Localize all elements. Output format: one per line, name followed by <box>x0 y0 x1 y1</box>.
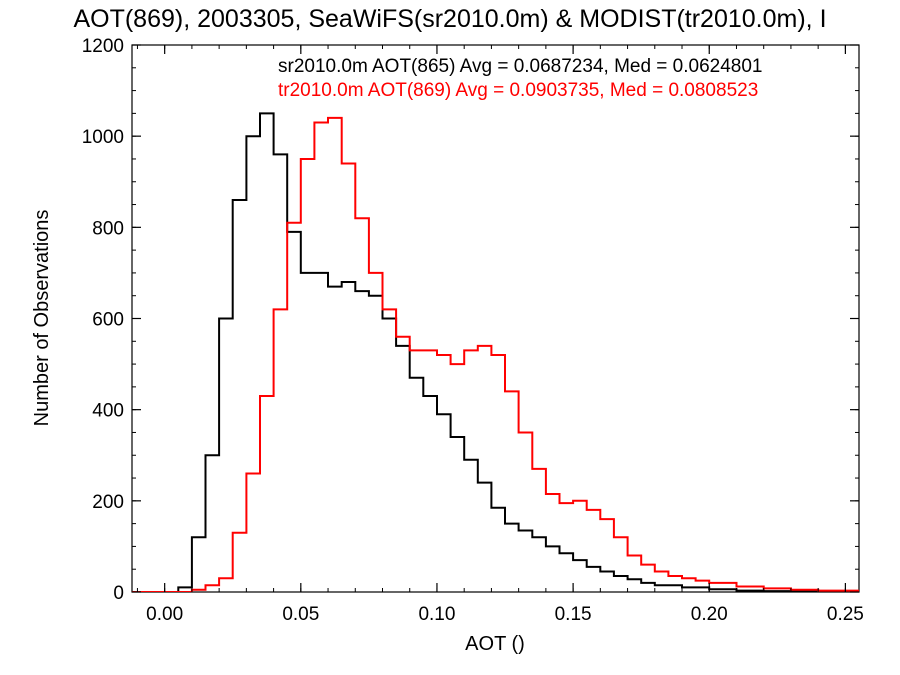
x-tick-label: 0.20 <box>691 604 728 625</box>
legend-entry-black: sr2010.0m AOT(865) Avg = 0.0687234, Med … <box>278 56 763 77</box>
x-tick-label: 0.15 <box>555 604 592 625</box>
x-tick-label: 0.25 <box>827 604 864 625</box>
y-tick-label: 1200 <box>82 36 124 57</box>
chart-title: AOT(869), 2003305, SeaWiFS(sr2010.0m) & … <box>73 5 826 33</box>
series-line-black <box>132 112 859 592</box>
plot-frame <box>131 44 860 593</box>
x-tick-label: 0.05 <box>282 604 319 625</box>
y-axis: 0 200 400 600 800 1000 1200 <box>82 36 859 604</box>
y-tick-label: 1000 <box>82 127 124 148</box>
series-line-red <box>132 116 859 592</box>
y-tick-label: 800 <box>92 218 124 239</box>
x-axis: 0.00 0.05 0.10 0.15 0.20 0.25 <box>136 45 864 625</box>
y-tick-label: 200 <box>92 492 124 513</box>
x-tick-label: 0.00 <box>146 604 183 625</box>
x-axis-label: AOT () <box>465 633 525 655</box>
series-layer <box>132 112 859 592</box>
y-tick-label: 600 <box>92 310 124 331</box>
x-tick-label: 0.10 <box>418 604 455 625</box>
legend-entry-red: tr2010.0m AOT(869) Avg = 0.0903735, Med … <box>278 80 758 101</box>
y-tick-label: 0 <box>113 583 124 604</box>
y-axis-label: Number of Observations <box>31 210 53 427</box>
y-tick-label: 400 <box>92 401 124 422</box>
